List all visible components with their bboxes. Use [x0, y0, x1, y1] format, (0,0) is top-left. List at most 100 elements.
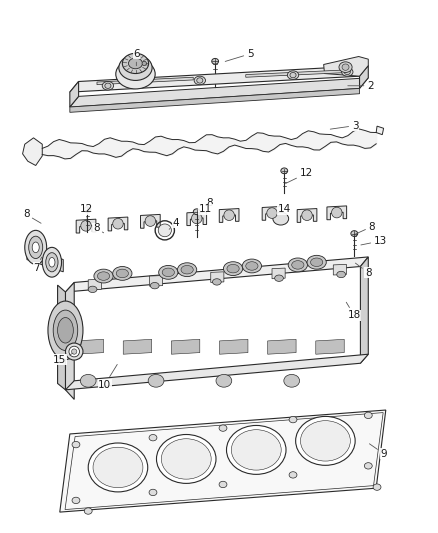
Ellipse shape [266, 208, 277, 219]
Text: 8: 8 [92, 223, 103, 233]
Ellipse shape [350, 231, 357, 237]
Ellipse shape [180, 265, 193, 274]
Ellipse shape [80, 374, 96, 387]
Ellipse shape [156, 434, 215, 483]
Text: 5: 5 [225, 49, 253, 61]
Polygon shape [171, 340, 199, 354]
Ellipse shape [42, 247, 61, 277]
Ellipse shape [300, 421, 350, 461]
Ellipse shape [274, 275, 283, 281]
Text: 12: 12 [79, 204, 92, 219]
Ellipse shape [336, 271, 345, 278]
Polygon shape [123, 340, 151, 354]
Ellipse shape [88, 443, 148, 492]
Ellipse shape [288, 472, 296, 478]
Polygon shape [326, 206, 346, 220]
Ellipse shape [149, 489, 156, 496]
Ellipse shape [49, 257, 55, 267]
Ellipse shape [142, 61, 146, 66]
Ellipse shape [150, 282, 159, 289]
Text: 9: 9 [369, 444, 386, 458]
Polygon shape [65, 257, 367, 292]
Polygon shape [149, 276, 162, 286]
Polygon shape [272, 268, 285, 279]
Polygon shape [140, 214, 160, 228]
Polygon shape [60, 410, 385, 512]
Ellipse shape [105, 83, 111, 88]
Ellipse shape [25, 230, 46, 264]
Ellipse shape [28, 236, 42, 259]
Polygon shape [97, 77, 193, 85]
Ellipse shape [94, 269, 113, 283]
Ellipse shape [194, 76, 205, 85]
Text: 4: 4 [169, 218, 179, 229]
Ellipse shape [84, 508, 92, 514]
Ellipse shape [158, 265, 177, 279]
Ellipse shape [211, 59, 218, 64]
Ellipse shape [219, 425, 226, 431]
Polygon shape [70, 78, 367, 107]
Ellipse shape [149, 434, 156, 441]
Ellipse shape [97, 272, 110, 280]
Ellipse shape [32, 242, 39, 253]
Polygon shape [76, 219, 95, 233]
Text: 7: 7 [33, 257, 42, 272]
Ellipse shape [161, 439, 211, 479]
Polygon shape [57, 285, 65, 390]
Ellipse shape [287, 71, 298, 79]
Ellipse shape [280, 168, 287, 174]
Ellipse shape [102, 82, 113, 90]
Polygon shape [70, 82, 78, 107]
Ellipse shape [65, 343, 83, 360]
Ellipse shape [331, 207, 341, 218]
Ellipse shape [291, 261, 303, 269]
Ellipse shape [295, 416, 354, 465]
Text: 10: 10 [98, 365, 117, 390]
Polygon shape [70, 66, 367, 92]
Ellipse shape [93, 447, 143, 488]
Ellipse shape [226, 264, 239, 273]
Ellipse shape [69, 346, 79, 357]
Text: 8: 8 [355, 222, 374, 234]
Polygon shape [297, 208, 316, 222]
Text: 3: 3 [329, 120, 358, 131]
Text: 18: 18 [346, 302, 360, 320]
Ellipse shape [72, 441, 80, 448]
Polygon shape [375, 126, 383, 135]
Ellipse shape [215, 374, 231, 387]
Polygon shape [108, 217, 127, 231]
Ellipse shape [231, 430, 281, 470]
Ellipse shape [116, 269, 128, 278]
Polygon shape [219, 340, 247, 354]
Ellipse shape [242, 259, 261, 273]
Ellipse shape [288, 258, 307, 272]
Polygon shape [261, 206, 281, 220]
Polygon shape [315, 340, 343, 354]
Ellipse shape [177, 263, 196, 277]
Ellipse shape [245, 262, 258, 270]
Ellipse shape [72, 497, 80, 504]
Text: 13: 13 [360, 236, 386, 246]
Ellipse shape [113, 219, 123, 229]
Ellipse shape [119, 55, 152, 80]
Ellipse shape [338, 62, 351, 72]
Polygon shape [70, 88, 359, 112]
Ellipse shape [162, 268, 174, 277]
Ellipse shape [88, 286, 97, 293]
Ellipse shape [145, 216, 155, 227]
Text: 12: 12 [285, 168, 312, 183]
Ellipse shape [364, 463, 371, 469]
Ellipse shape [272, 212, 288, 225]
Polygon shape [27, 245, 63, 272]
Ellipse shape [84, 207, 91, 213]
Ellipse shape [341, 68, 352, 76]
Ellipse shape [289, 72, 295, 78]
Text: 14: 14 [276, 204, 290, 215]
Text: 11: 11 [198, 204, 212, 219]
Ellipse shape [341, 64, 348, 70]
Ellipse shape [193, 209, 200, 215]
Ellipse shape [223, 262, 242, 276]
Polygon shape [75, 340, 103, 354]
Ellipse shape [372, 484, 380, 490]
Polygon shape [65, 354, 367, 390]
